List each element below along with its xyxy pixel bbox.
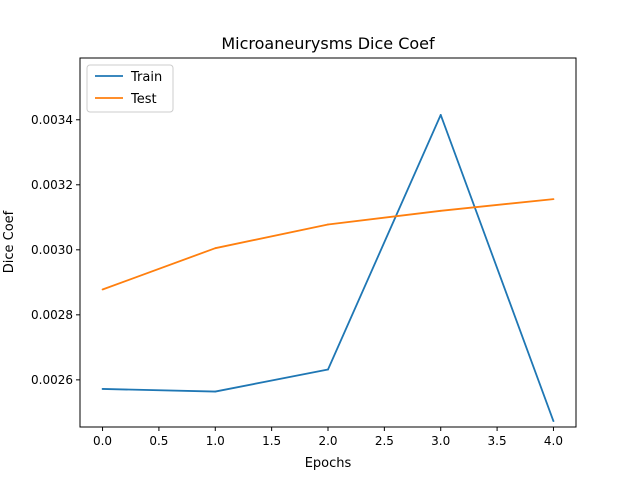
chart-title: Microaneurysms Dice Coef — [221, 34, 435, 53]
y-axis-label: Dice Coef — [2, 210, 17, 273]
x-tick-label: 0.0 — [93, 434, 112, 448]
data-point-train — [552, 420, 555, 423]
x-tick-label: 1.5 — [262, 434, 281, 448]
x-axis-label: Epochs — [305, 456, 352, 471]
series-lines — [101, 113, 555, 423]
y-tick-label: 0.0034 — [31, 113, 73, 127]
data-point-train — [101, 388, 104, 390]
legend-label-test: Test — [130, 92, 157, 107]
data-point-train — [439, 113, 442, 116]
x-tick-label: 3.5 — [488, 434, 507, 448]
axis-ticks: 0.0 0.5 1.0 1.5 2.0 2.5 3.0 3.5 4.0 0.0026 0.0028 0… — [31, 113, 563, 448]
data-point-test — [327, 223, 329, 226]
x-tick-label: 0.5 — [149, 434, 168, 448]
y-tick-label: 0.0032 — [31, 178, 73, 192]
legend: Train Test — [86, 64, 174, 113]
x-tick-label: 2.0 — [318, 434, 337, 448]
x-tick-label: 4.0 — [544, 434, 563, 448]
y-tick-label: 0.0030 — [31, 243, 73, 257]
data-point-train — [327, 368, 329, 371]
x-tick-label: 3.0 — [431, 434, 450, 448]
x-tick-label: 2.5 — [375, 434, 394, 448]
data-point-test — [101, 288, 104, 291]
data-point-test — [214, 247, 217, 250]
data-point-test — [439, 209, 442, 212]
plot-area — [80, 58, 576, 427]
y-tick-label: 0.0026 — [31, 373, 73, 387]
plot-frame — [79, 57, 577, 428]
x-tick-label: 1.0 — [206, 434, 225, 448]
data-point-train — [214, 390, 217, 393]
legend-label-train: Train — [130, 70, 162, 85]
y-tick-label: 0.0028 — [31, 308, 73, 322]
data-point-test — [552, 198, 555, 200]
